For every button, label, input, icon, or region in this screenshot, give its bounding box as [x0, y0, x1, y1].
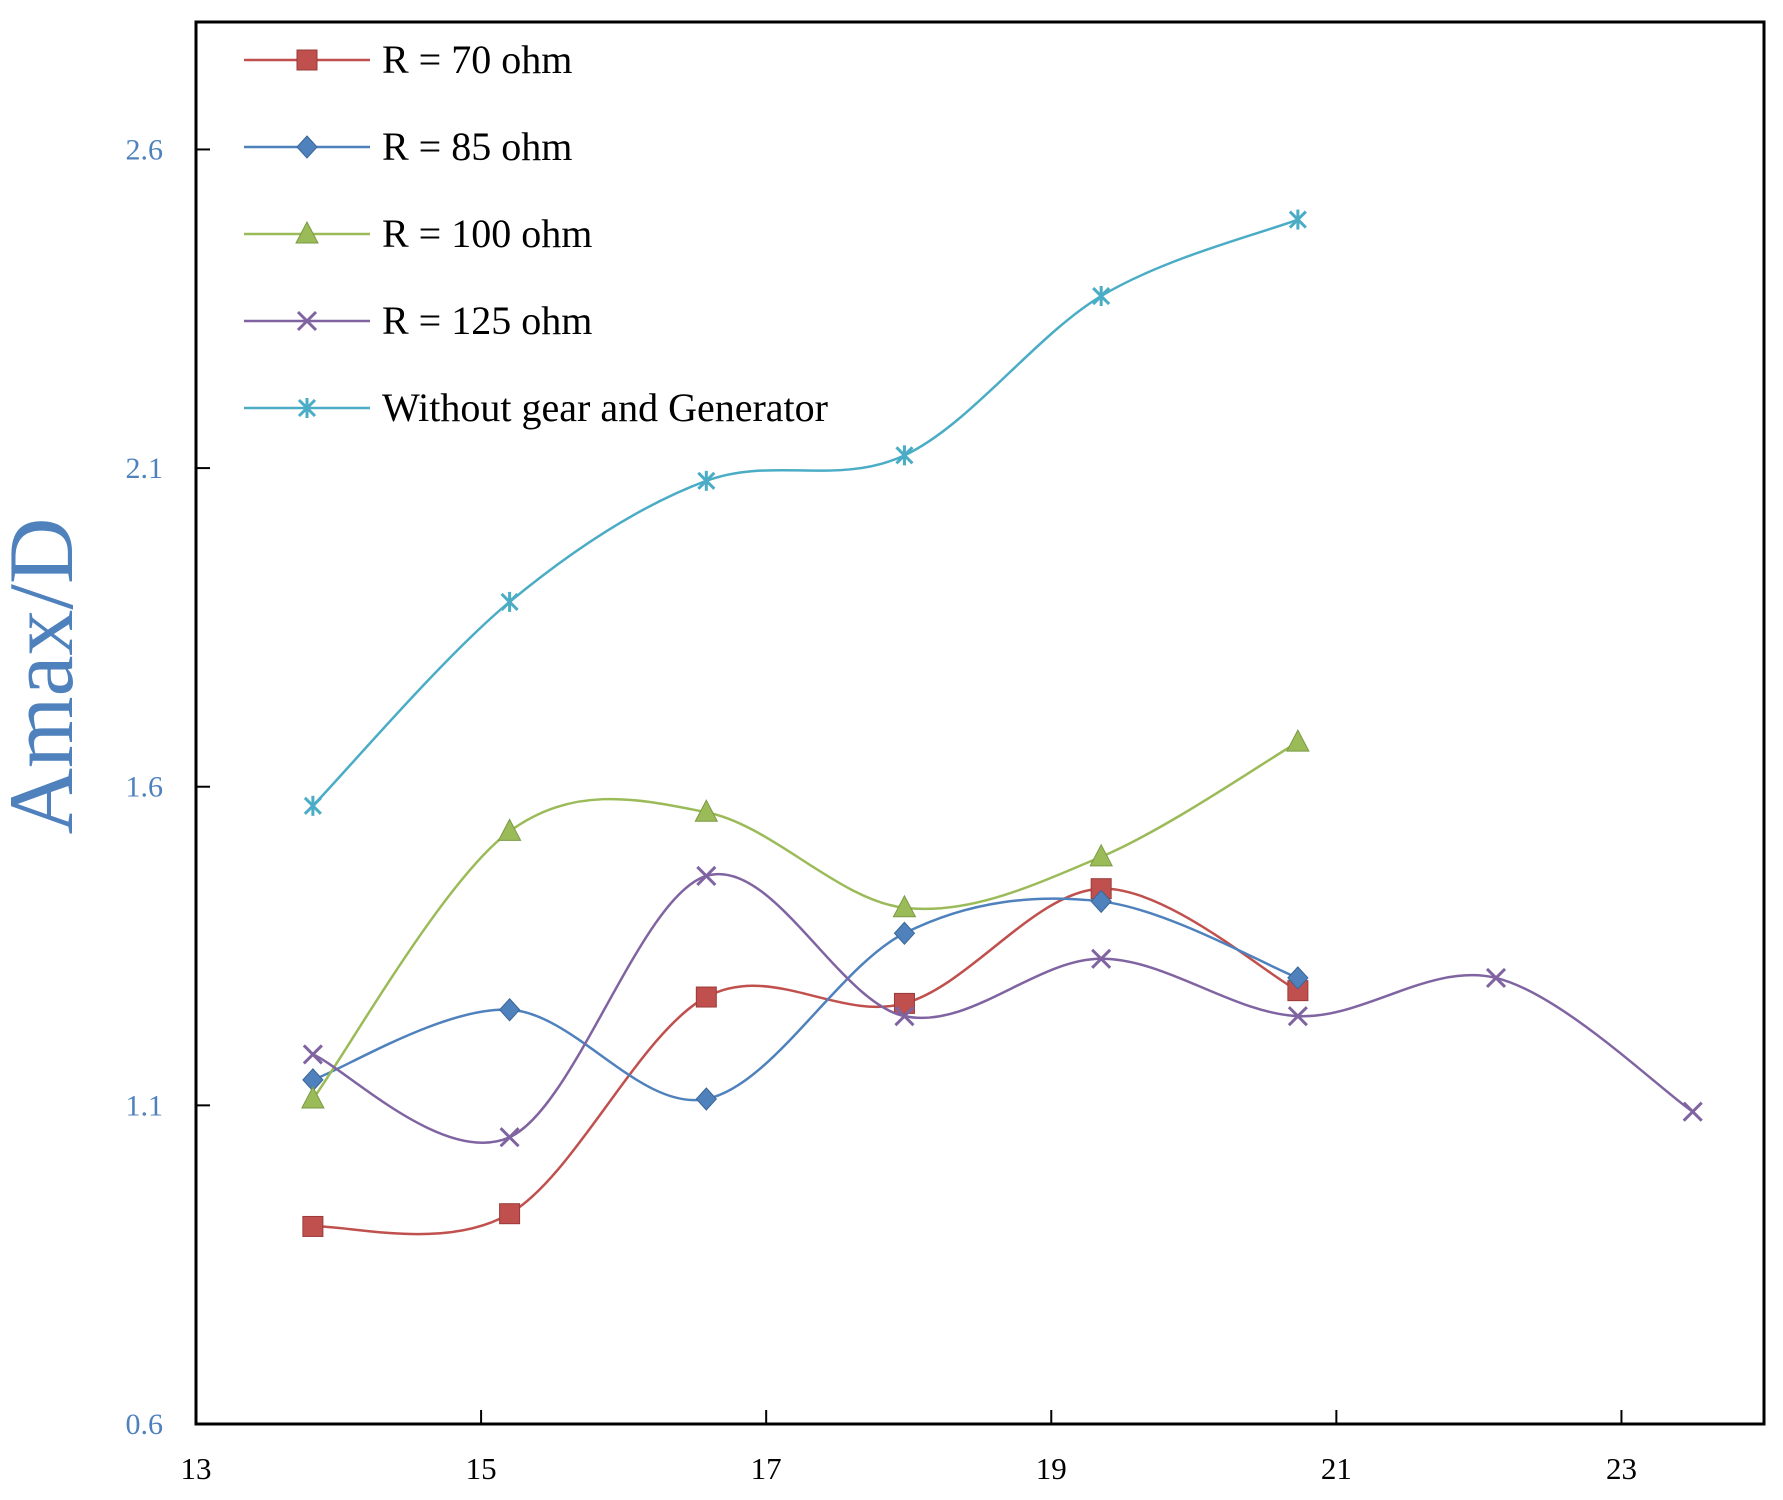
- x-axis-ticks: 13 15 17 19 21 23: [181, 1410, 1637, 1486]
- series-r-70-ohm: [302, 878, 1309, 1237]
- legend-item-without-gear-and-generator-marker: [297, 398, 317, 418]
- series-without-gear-and-generator-point: [697, 470, 716, 491]
- legend-item-without-gear-and-generator-label: Without gear and Generator: [382, 385, 828, 430]
- plot-frame: [194, 20, 1766, 1426]
- series-without-gear-and-generator: [303, 209, 1307, 816]
- series-r-85-ohm-point: [695, 1087, 717, 1111]
- series-r-70-ohm-point: [302, 1215, 324, 1237]
- series-r-100-ohm-line: [311, 741, 1299, 1100]
- series-r-125-ohm-point: [302, 1044, 323, 1065]
- series-without-gear-and-generator-point: [500, 591, 519, 612]
- series-r-100-ohm-point: [301, 1085, 325, 1109]
- series-r-70-ohm-line: [312, 887, 1299, 1236]
- series-without-gear-and-generator-point: [1092, 286, 1111, 307]
- series-r-85-ohm-point: [498, 998, 521, 1022]
- y-tick-label: 1.6: [126, 771, 164, 804]
- y-tick-label: 0.6: [126, 1408, 164, 1441]
- series-r-125-ohm-point: [894, 1006, 915, 1027]
- series-without-gear-and-generator-point: [303, 795, 322, 816]
- legend-item-r-85-ohm-label: R = 85 ohm: [382, 124, 572, 169]
- y-axis-ticks: 0.6 1.1 1.6 2.1 2.6: [126, 133, 210, 1441]
- series-r-85-ohm-line: [312, 897, 1299, 1102]
- series-r-85-ohm-point: [1090, 889, 1112, 914]
- legend-item-r-125-ohm-marker: [296, 310, 318, 332]
- series-r-100-ohm-point: [892, 894, 917, 918]
- series-r-70-ohm-point: [893, 992, 915, 1014]
- series-r-125-ohm: [302, 865, 1703, 1148]
- series-r-100-ohm-point: [497, 818, 522, 841]
- x-tick-label: 19: [1036, 1451, 1067, 1486]
- series-r-70-ohm-point: [695, 986, 717, 1008]
- legend-item-r-100-ohm-marker: [295, 220, 319, 244]
- legend-item-r-70-ohm-marker: [296, 49, 318, 71]
- legend-item-r-70-ohm: R = 70 ohm: [244, 37, 572, 82]
- series-r-125-ohm-line: [312, 872, 1694, 1145]
- legend-item-without-gear-and-generator: Without gear and Generator: [244, 385, 828, 430]
- series-without-gear-and-generator-point: [895, 445, 914, 466]
- series-r-125-ohm-point: [1091, 948, 1112, 969]
- series-r-100-ohm-point: [1089, 843, 1113, 867]
- legend-item-r-85-ohm-marker: [296, 135, 318, 159]
- y-tick-label: 2.6: [126, 133, 164, 166]
- x-tick-label: 15: [466, 1451, 497, 1486]
- series-r-125-ohm-point: [1682, 1101, 1703, 1122]
- x-tick-label: 23: [1606, 1451, 1637, 1486]
- series-layer: [301, 209, 1703, 1237]
- legend-item-r-70-ohm-label: R = 70 ohm: [382, 37, 572, 82]
- legend-item-r-100-ohm: R = 100 ohm: [244, 211, 592, 256]
- y-axis-label: Amax/D: [0, 518, 92, 835]
- series-r-70-ohm-point: [499, 1203, 521, 1225]
- series-r-125-ohm-point: [499, 1127, 520, 1148]
- legend: R = 70 ohm R = 85 ohm R = 100 ohm R = 125 o…: [244, 37, 828, 430]
- series-without-gear-and-generator-line: [311, 218, 1299, 807]
- legend-item-r-125-ohm-label: R = 125 ohm: [382, 298, 592, 343]
- series-r-85-ohm: [302, 889, 1309, 1111]
- y-tick-label: 2.1: [126, 452, 164, 485]
- plot-border: [194, 20, 1766, 1426]
- series-r-125-ohm-point: [1485, 967, 1507, 988]
- series-r-100-ohm-point: [1286, 729, 1310, 752]
- legend-item-r-125-ohm: R = 125 ohm: [244, 298, 592, 343]
- x-tick-label: 21: [1321, 1451, 1352, 1486]
- legend-item-r-85-ohm: R = 85 ohm: [244, 124, 572, 169]
- x-tick-label: 13: [181, 1451, 212, 1486]
- series-r-85-ohm-point: [1287, 966, 1309, 990]
- x-tick-label: 17: [751, 1451, 782, 1486]
- series-r-85-ohm-point: [893, 921, 916, 946]
- series-r-100-ohm: [301, 729, 1310, 1109]
- series-r-125-ohm-point: [1287, 1006, 1308, 1027]
- series-r-100-ohm-point: [694, 799, 719, 822]
- legend-item-r-100-ohm-label: R = 100 ohm: [382, 211, 592, 256]
- y-tick-label: 1.1: [126, 1089, 164, 1122]
- series-without-gear-and-generator-point: [1288, 209, 1307, 230]
- series-r-125-ohm-point: [696, 865, 717, 887]
